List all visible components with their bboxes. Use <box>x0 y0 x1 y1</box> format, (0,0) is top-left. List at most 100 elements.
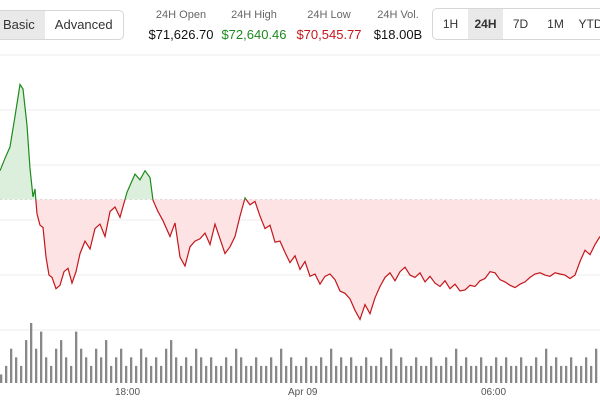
x-tick-label: 06:00 <box>481 387 507 398</box>
volume-bar <box>380 357 383 383</box>
volume-bar <box>355 365 358 383</box>
gain-area <box>0 84 36 200</box>
volume-bar <box>160 365 163 383</box>
volume-bar <box>400 357 403 383</box>
volume-bar <box>15 357 18 383</box>
volume-bar <box>365 357 368 383</box>
range-ytd-button[interactable]: YTD <box>578 17 600 31</box>
volume-bar <box>475 365 478 383</box>
volume-bar <box>470 365 473 383</box>
volume-bar <box>335 365 338 383</box>
volume-bar <box>490 365 493 383</box>
volume-bar <box>465 357 468 383</box>
volume-bar <box>55 348 58 383</box>
volume-bar <box>375 365 378 383</box>
volume-bar <box>480 357 483 383</box>
volume-bar <box>175 357 178 383</box>
volume-bar <box>290 357 293 383</box>
range-24h-button[interactable]: 24H <box>468 9 503 39</box>
volume-bar <box>510 365 513 383</box>
volume-bar <box>440 365 443 383</box>
volume-bar <box>370 365 373 383</box>
stat-label: 24H High <box>231 9 277 21</box>
loss-area <box>35 199 125 289</box>
volume-bar <box>340 357 343 383</box>
x-tick-label: 18:00 <box>115 387 141 398</box>
volume-bar <box>30 323 33 383</box>
volume-bar <box>485 365 488 383</box>
volume-bar <box>45 357 48 383</box>
volume-bar <box>515 365 518 383</box>
volume-bar <box>65 357 68 383</box>
volume-bar <box>230 365 233 383</box>
range-7d-button[interactable]: 7D <box>512 17 529 31</box>
stat-value: $71,626.70 <box>148 27 214 42</box>
volume-bar <box>305 357 308 383</box>
volume-bar <box>185 357 188 383</box>
volume-bar <box>405 365 408 383</box>
loss-line <box>245 199 600 321</box>
volume-bar <box>520 357 523 383</box>
advanced-view-button[interactable]: Advanced <box>54 17 113 32</box>
volume-bar <box>320 357 323 383</box>
stat-24h-open: 24H Open $71,626.70 <box>146 9 216 42</box>
volume-bar <box>280 348 283 383</box>
volume-bar <box>530 365 533 383</box>
price-lines <box>0 82 600 321</box>
volume-bar <box>225 357 228 383</box>
volume-bar <box>165 348 168 383</box>
volume-bar <box>590 365 593 383</box>
volume-bar <box>595 348 598 383</box>
volume-bar <box>275 365 278 383</box>
volume-bar <box>560 365 563 383</box>
volume-bar <box>205 365 208 383</box>
volume-bar <box>140 348 143 383</box>
volume-bar <box>180 365 183 383</box>
volume-bar <box>460 365 463 383</box>
volume-bar <box>450 365 453 383</box>
volume-bar <box>200 357 203 383</box>
volume-bar <box>190 365 193 383</box>
volume-bar <box>525 365 528 383</box>
volume-bar <box>125 365 128 383</box>
volume-bar <box>390 348 393 383</box>
stat-value: $18.00B <box>373 27 423 42</box>
volume-bar <box>580 365 583 383</box>
stat-24h-high: 24H High $72,640.46 <box>219 9 289 42</box>
volume-bar <box>495 357 498 383</box>
volume-bar <box>445 357 448 383</box>
stat-value: $70,545.77 <box>296 27 362 42</box>
loss-area <box>246 199 600 320</box>
volume-bar <box>95 348 98 383</box>
volume-bar <box>410 365 413 383</box>
volume-bar <box>585 357 588 383</box>
volume-bar <box>170 340 173 383</box>
volume-bar <box>500 365 503 383</box>
gain-line <box>124 169 154 200</box>
volume-bar <box>60 340 63 383</box>
range-1h-button[interactable]: 1H <box>442 17 459 31</box>
volume-bar <box>555 357 558 383</box>
basic-view-button[interactable]: Basic <box>0 11 45 39</box>
volume-bar <box>70 365 73 383</box>
volume-bar <box>420 365 423 383</box>
volume-bar <box>40 331 43 383</box>
chart-fills <box>0 84 600 320</box>
volume-bar <box>360 365 363 383</box>
volume-bar <box>545 348 548 383</box>
loss-line <box>152 199 246 268</box>
volume-bar <box>220 365 223 383</box>
volume-bar <box>85 357 88 383</box>
volume-bar <box>505 357 508 383</box>
stat-24h-volume: 24H Vol. $18.00B <box>368 9 428 42</box>
volume-bar <box>195 348 198 383</box>
volume-bar <box>130 357 133 383</box>
volume-bar <box>90 365 93 383</box>
volume-bar <box>235 348 238 383</box>
volume-bar <box>145 357 148 383</box>
volume-bar <box>80 348 83 383</box>
volume-bar <box>255 357 258 383</box>
range-1m-button[interactable]: 1M <box>547 17 564 31</box>
volume-bar <box>325 365 328 383</box>
